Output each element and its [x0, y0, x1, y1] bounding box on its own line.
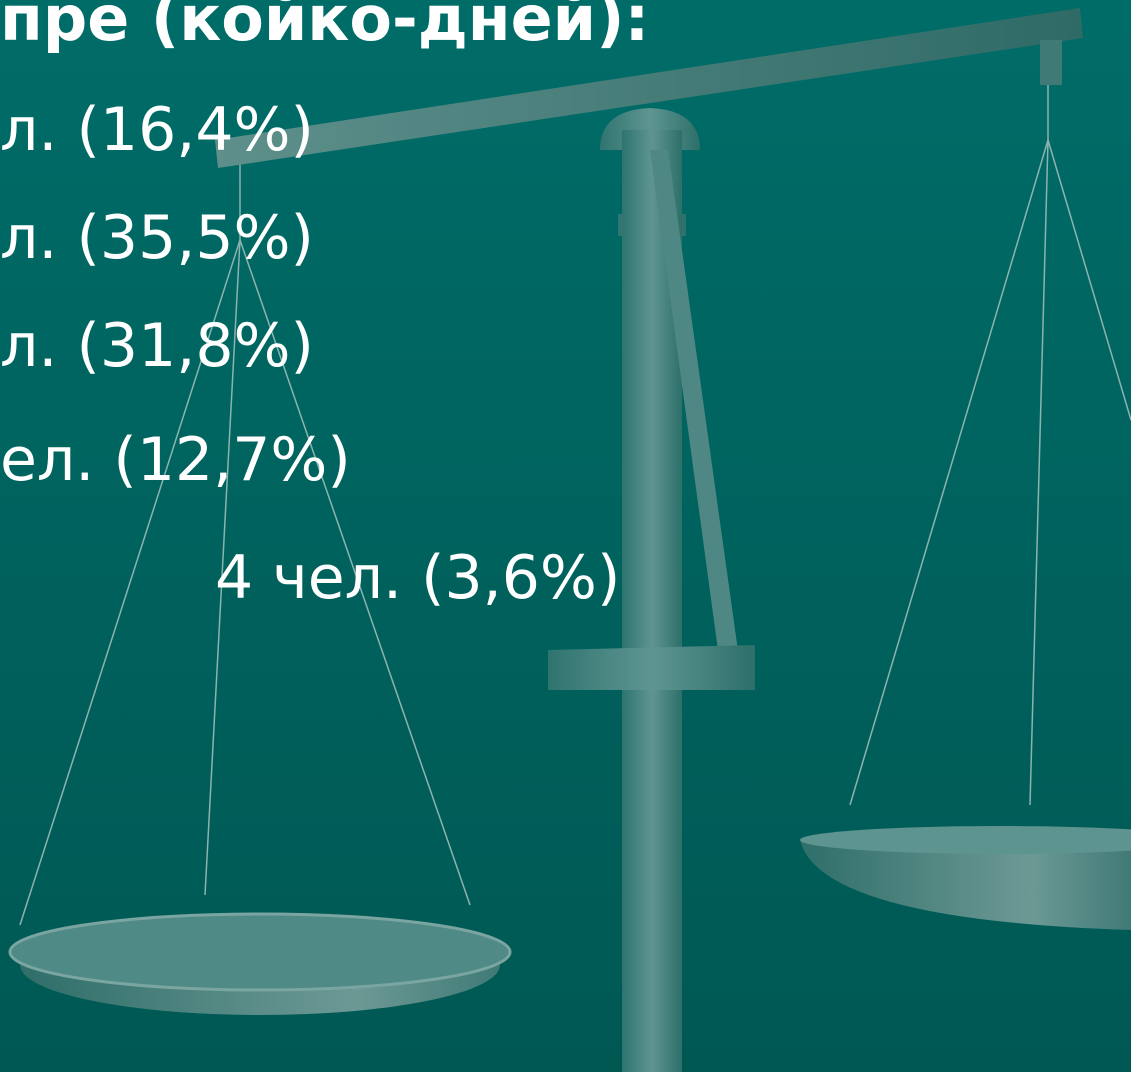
title: пре (койко-дней):	[0, 0, 649, 55]
item: л. (16,4%)	[0, 95, 314, 165]
item: ел. (12,7%)	[0, 425, 351, 495]
slide: пре (койко-дней): л. (16,4%) л. (35,5%) …	[0, 0, 1131, 1072]
item: л. (35,5%)	[0, 203, 314, 273]
item: л. (31,8%)	[0, 311, 314, 381]
item: 4 чел. (3,6%)	[215, 543, 620, 613]
page: пре (койко-дней): л. (16,4%) л. (35,5%) …	[0, 0, 1131, 1072]
